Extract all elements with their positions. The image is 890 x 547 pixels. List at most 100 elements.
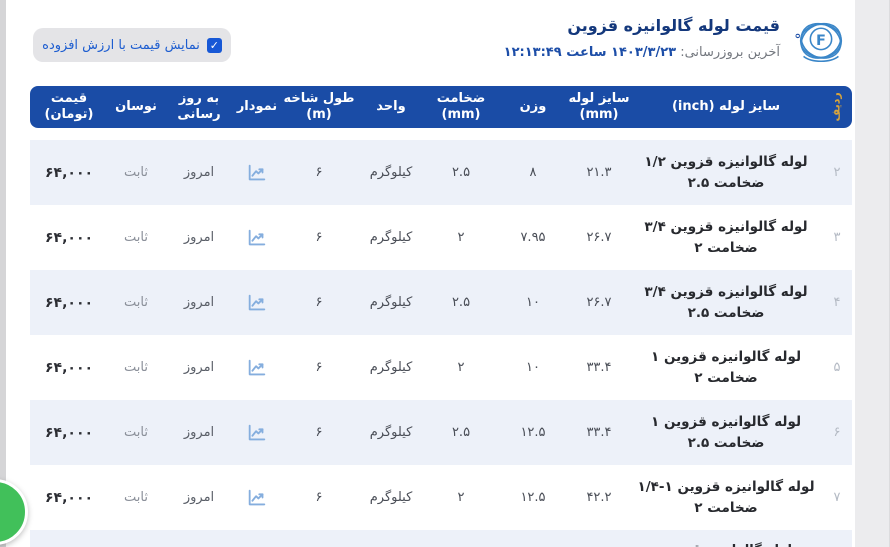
- size-mm-value: ۲۶.۷: [586, 230, 612, 245]
- price-table: ردیف سایز لوله (inch) سایز لوله (mm) وزن…: [30, 86, 852, 530]
- weight-value: ۱۲.۵: [520, 425, 546, 440]
- row-number: ۳: [833, 230, 841, 245]
- unit-value: کیلوگرم: [369, 165, 413, 180]
- fluctuation-value: ثابت: [124, 295, 148, 310]
- length-value: ۶: [315, 165, 323, 180]
- thickness-value: ۲.۵: [451, 295, 471, 310]
- thickness-value: ۲: [457, 230, 465, 245]
- thickness-value: ۲: [457, 360, 465, 375]
- header-chart: نمودار: [236, 98, 278, 114]
- fluctuation-value: ثابت: [124, 230, 148, 245]
- length-value: ۶: [315, 295, 323, 310]
- line-chart-icon[interactable]: [244, 227, 270, 249]
- header-updated: به روز رسانی: [177, 90, 221, 122]
- price-value: ۶۴,۰۰۰: [44, 164, 94, 181]
- line-chart-icon[interactable]: [244, 487, 270, 509]
- fluctuation-value: ثابت: [124, 360, 148, 375]
- thickness-value: ۲.۵: [451, 425, 471, 440]
- updated-value: امروز: [183, 425, 215, 440]
- table-row: ۲ لوله گالوانیزه قزوین ۱/۲ ضخامت ۲.۵ ۲۱.۳…: [30, 140, 852, 205]
- table-row: ۴ لوله گالوانیزه قزوین ۳/۴ ضخامت ۲.۵ ۲۶.۷…: [30, 270, 852, 335]
- weight-value: ۱۲.۵: [520, 490, 546, 505]
- weight-value: ۱۰: [526, 360, 540, 375]
- header-thickness: ضخامت (mm): [436, 90, 486, 122]
- table-row: ۳ لوله گالوانیزه قزوین ۳/۴ ضخامت ۲ ۲۶.۷ ۷…: [30, 205, 852, 270]
- updated-value: امروز: [183, 165, 215, 180]
- line-chart-icon[interactable]: [244, 422, 270, 444]
- thickness-value: ۲: [457, 490, 465, 505]
- table-row: ۶ لوله گالوانیزه قزوین ۱ ضخامت ۲.۵ ۳۳.۴ ۱…: [30, 400, 852, 465]
- last-update: آخرین بروزرسانی: ۱۴۰۳/۳/۲۳ ساعت ۱۲:۱۳:۴۹: [504, 45, 780, 60]
- fluctuation-value: ثابت: [124, 165, 148, 180]
- last-update-label: آخرین بروزرسانی:: [680, 45, 780, 60]
- product-name: لوله گالوانیزه قزوین ۱/۲ ضخامت ۲.۵: [644, 154, 808, 191]
- size-mm-value: ۲۱.۳: [586, 165, 612, 180]
- weight-value: ۷.۹۵: [520, 230, 546, 245]
- fluctuation-value: ثابت: [124, 490, 148, 505]
- length-value: ۶: [315, 425, 323, 440]
- length-value: ۶: [315, 230, 323, 245]
- logo-arc-text: QAZVIN FOOLAD CO: [790, 6, 802, 39]
- header-row-number: ردیف: [822, 92, 852, 121]
- header-price: قیمت (تومان): [44, 90, 94, 122]
- radif-rotated-label: ردیف: [830, 92, 844, 122]
- price-value: ۶۴,۰۰۰: [44, 359, 94, 376]
- svg-text:QAZVIN FOOLAD CO: QAZVIN FOOLAD CO: [790, 6, 802, 39]
- line-chart-icon[interactable]: [244, 357, 270, 379]
- updated-value: امروز: [183, 490, 215, 505]
- product-name: لوله گالوانیزه قزوین ۳/۴ ضخامت ۲.۵: [644, 284, 808, 321]
- updated-value: امروز: [183, 230, 215, 245]
- size-mm-value: ۴۲.۲: [586, 490, 612, 505]
- price-value: ۶۴,۰۰۰: [44, 424, 94, 441]
- header-weight: وزن: [519, 98, 547, 114]
- svg-text:F: F: [816, 33, 826, 49]
- weight-value: ۸: [529, 165, 537, 180]
- company-logo-icon: F QAZVIN FOOLAD CO: [790, 6, 843, 62]
- unit-value: کیلوگرم: [369, 425, 413, 440]
- price-value: ۶۴,۰۰۰: [44, 489, 94, 506]
- updated-value: امروز: [183, 295, 215, 310]
- updated-value: امروز: [183, 360, 215, 375]
- unit-value: کیلوگرم: [369, 360, 413, 375]
- table-header-row: ردیف سایز لوله (inch) سایز لوله (mm) وزن…: [30, 86, 852, 128]
- line-chart-icon[interactable]: [244, 162, 270, 184]
- right-gutter: [855, 0, 890, 547]
- product-name: لوله گالوانیزه قزوین ۱-۱/۴ ضخامت ۲: [637, 479, 815, 516]
- product-name: لوله گالوانیزه قزوین ۳/۴ ضخامت ۲: [644, 219, 808, 256]
- row-number: ۲: [833, 165, 841, 180]
- row-number: ۶: [833, 425, 841, 440]
- length-value: ۶: [315, 490, 323, 505]
- table-row: ۵ لوله گالوانیزه قزوین ۱ ضخامت ۲ ۳۳.۴ ۱۰ …: [30, 335, 852, 400]
- price-value: ۶۴,۰۰۰: [44, 229, 94, 246]
- unit-value: کیلوگرم: [369, 295, 413, 310]
- row-number: ۷: [833, 490, 841, 505]
- fluctuation-value: ثابت: [124, 425, 148, 440]
- left-edge-strip: [0, 0, 6, 547]
- size-mm-value: ۲۶.۷: [586, 295, 612, 310]
- size-mm-value: ۳۳.۴: [586, 360, 612, 375]
- brand-header: F QAZVIN FOOLAD CO قیمت لوله گالوانیزه ق…: [504, 6, 852, 68]
- price-value: ۶۴,۰۰۰: [44, 294, 94, 311]
- length-value: ۶: [315, 360, 323, 375]
- header-size-inch: سایز لوله (inch): [671, 98, 781, 114]
- product-name: لوله گالوانیزه قزوین ۱ ضخامت ۲.۵: [651, 414, 802, 451]
- vat-toggle[interactable]: ✓ نمایش قیمت با ارزش افزوده: [33, 28, 231, 62]
- partial-row-bottom: لوله گالوانیزه قزوین: [30, 530, 852, 547]
- line-chart-icon[interactable]: [244, 292, 270, 314]
- row-number: ۵: [833, 360, 841, 375]
- unit-value: کیلوگرم: [369, 490, 413, 505]
- checkbox-checked-icon[interactable]: ✓: [206, 37, 222, 53]
- weight-value: ۱۰: [526, 295, 540, 310]
- size-mm-value: ۳۳.۴: [586, 425, 612, 440]
- header-length: طول شاخه (m): [283, 90, 355, 122]
- vat-toggle-label: نمایش قیمت با ارزش افزوده: [42, 37, 200, 53]
- thickness-value: ۲.۵: [451, 165, 471, 180]
- unit-value: کیلوگرم: [369, 230, 413, 245]
- product-name: لوله گالوانیزه قزوین ۱ ضخامت ۲: [651, 349, 802, 386]
- last-update-value: ۱۴۰۳/۳/۲۳ ساعت ۱۲:۱۳:۴۹: [503, 45, 677, 60]
- header-unit: واحد: [376, 98, 406, 114]
- header-size-mm: سایز لوله (mm): [568, 90, 630, 122]
- header-fluctuation: نوسان: [115, 98, 157, 114]
- row-number: ۴: [833, 295, 841, 310]
